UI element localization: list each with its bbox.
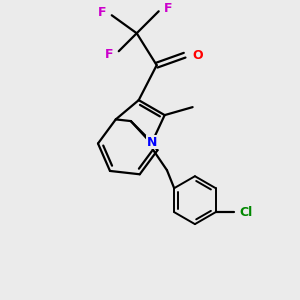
Text: F: F xyxy=(164,2,172,15)
Text: O: O xyxy=(193,49,203,62)
Text: N: N xyxy=(147,136,157,149)
Text: Cl: Cl xyxy=(240,206,253,219)
Text: F: F xyxy=(98,6,107,19)
Text: F: F xyxy=(105,48,114,61)
